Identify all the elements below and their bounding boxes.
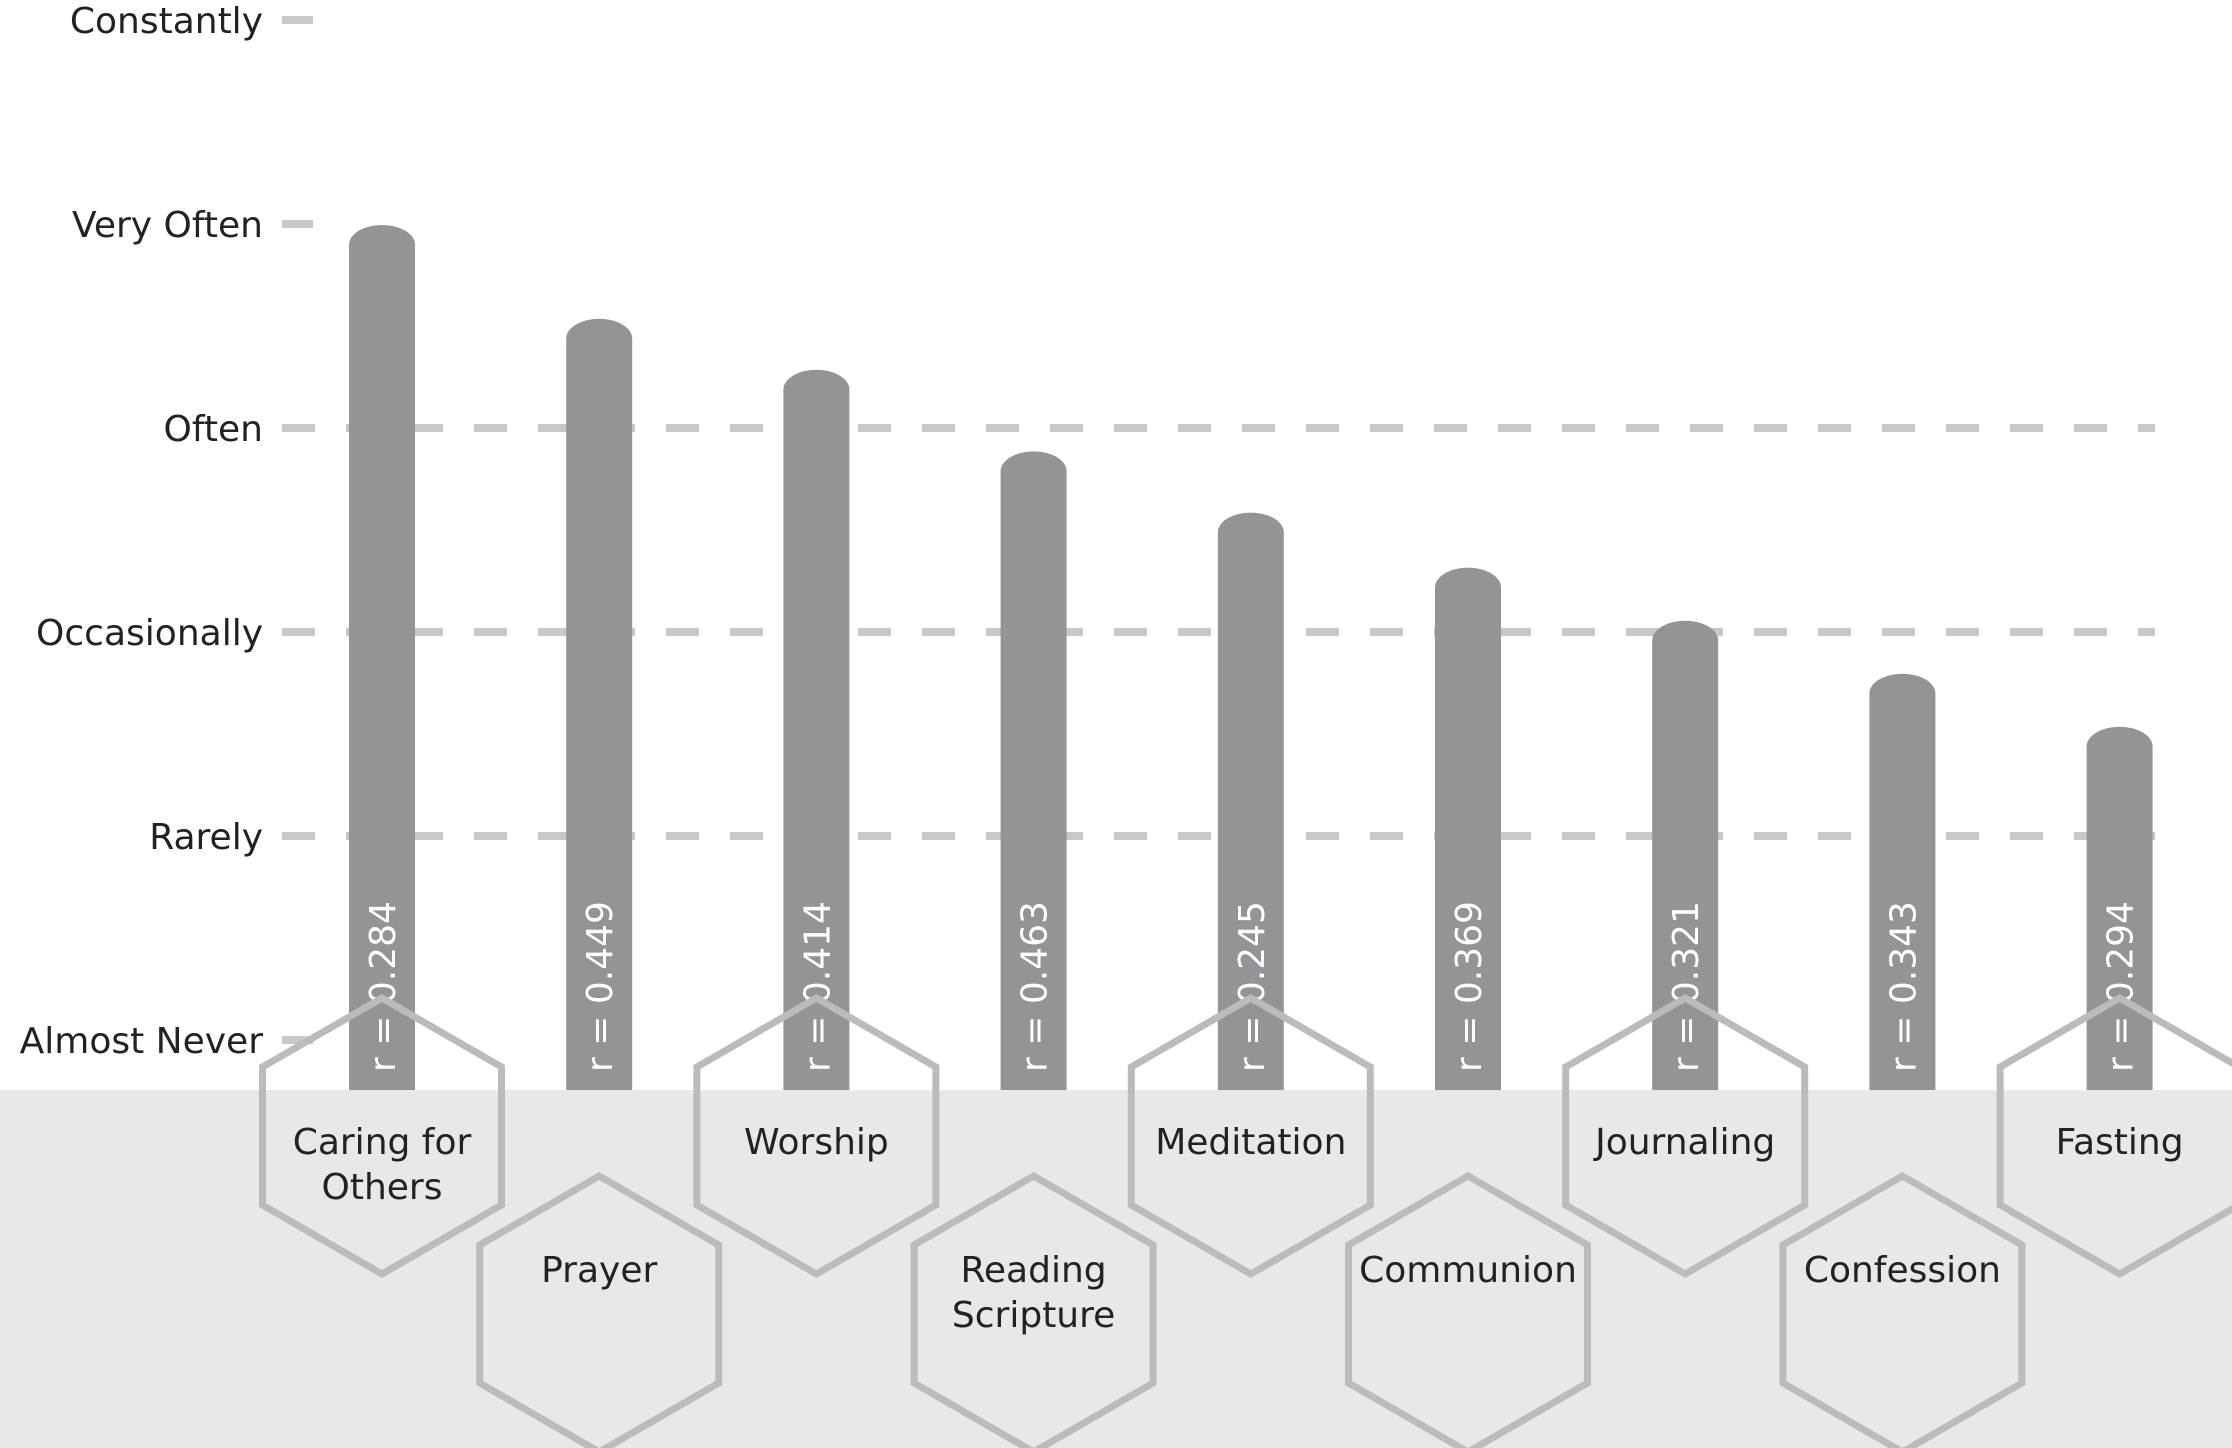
data-label-caring-for-others: r = 0.284 xyxy=(363,901,404,1072)
category-label-reading-scripture-line-1: Reading xyxy=(961,1250,1107,1291)
category-label-caring-for-others-line-1: Caring for xyxy=(293,1122,472,1163)
category-label-meditation: Meditation xyxy=(1155,1122,1346,1163)
ytick-label-occasionally: Occasionally xyxy=(36,613,263,654)
category-label-worship: Worship xyxy=(744,1122,889,1163)
data-label-meditation: r = 0.245 xyxy=(1232,901,1273,1072)
data-label-worship: r = 0.414 xyxy=(797,901,838,1072)
ytick-label-constantly: Constantly xyxy=(70,1,263,42)
data-label-fasting: r = 0.294 xyxy=(2101,901,2142,1072)
ytick-label-rarely: Rarely xyxy=(149,817,263,858)
data-label-prayer: r = 0.449 xyxy=(580,901,621,1072)
data-label-journaling: r = 0.321 xyxy=(1666,901,1707,1072)
category-label-confession: Confession xyxy=(1804,1250,2001,1291)
ytick-label-often: Often xyxy=(164,409,263,450)
data-label-communion: r = 0.369 xyxy=(1449,901,1490,1072)
ytick-label-almost-never: Almost Never xyxy=(20,1021,264,1062)
category-label-journaling: Journaling xyxy=(1593,1122,1775,1163)
data-label-reading-scripture: r = 0.463 xyxy=(1015,901,1056,1072)
category-label-caring-for-others-line-2: Others xyxy=(322,1167,443,1208)
data-label-confession: r = 0.343 xyxy=(1883,901,1924,1072)
ytick-label-very-often: Very Often xyxy=(72,205,263,246)
category-label-fasting: Fasting xyxy=(2056,1122,2184,1163)
category-label-reading-scripture-line-2: Scripture xyxy=(952,1295,1115,1336)
category-label-prayer: Prayer xyxy=(541,1250,657,1291)
category-label-communion: Communion xyxy=(1359,1250,1577,1291)
